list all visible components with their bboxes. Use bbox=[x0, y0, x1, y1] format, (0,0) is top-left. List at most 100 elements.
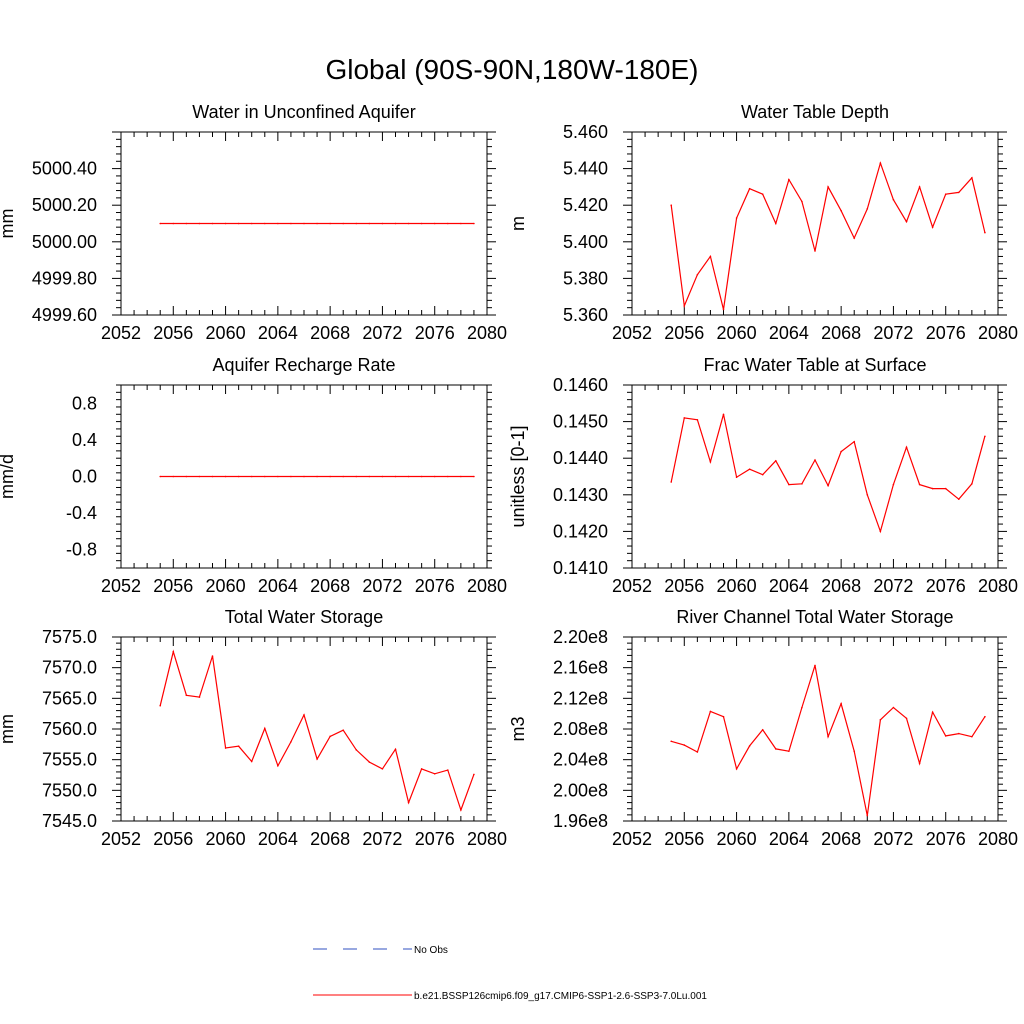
data-point bbox=[761, 728, 764, 731]
x-tick-label: 2060 bbox=[206, 323, 246, 343]
x-tick-label: 2060 bbox=[717, 576, 757, 596]
data-point bbox=[801, 706, 803, 709]
data-point bbox=[473, 475, 475, 478]
y-axis-label: mm bbox=[0, 714, 17, 744]
data-point bbox=[159, 704, 162, 707]
data-point bbox=[774, 459, 777, 462]
data-point bbox=[709, 255, 712, 258]
data-point bbox=[355, 222, 358, 225]
x-tick-label: 2060 bbox=[206, 829, 246, 849]
y-tick-label: 0.1420 bbox=[553, 521, 608, 541]
data-point bbox=[827, 484, 829, 487]
data-point bbox=[892, 198, 895, 201]
data-point bbox=[303, 475, 305, 478]
data-point bbox=[722, 715, 725, 718]
data-point bbox=[957, 498, 960, 500]
data-point bbox=[303, 714, 305, 716]
x-tick-label: 2064 bbox=[769, 829, 809, 849]
y-tick-label: 0.4 bbox=[72, 430, 97, 450]
data-point bbox=[446, 475, 449, 478]
y-tick-label: 7565.0 bbox=[42, 688, 97, 708]
x-tick-label: 2052 bbox=[612, 576, 652, 596]
data-point bbox=[211, 222, 214, 225]
y-tick-label: 7555.0 bbox=[42, 750, 97, 770]
data-point bbox=[172, 650, 175, 653]
data-point bbox=[944, 735, 947, 737]
data-point bbox=[433, 475, 436, 478]
data-point bbox=[984, 715, 986, 718]
data-point bbox=[159, 475, 162, 478]
data-point bbox=[224, 475, 227, 478]
data-point bbox=[224, 747, 227, 749]
data-point bbox=[381, 768, 384, 770]
data-point bbox=[159, 222, 162, 225]
data-point bbox=[918, 762, 921, 765]
y-tick-label: 7545.0 bbox=[42, 811, 97, 831]
data-point bbox=[761, 473, 764, 476]
data-point bbox=[971, 483, 973, 485]
y-axis-label: mm bbox=[0, 209, 17, 239]
data-point bbox=[433, 222, 436, 225]
x-tick-label: 2068 bbox=[310, 323, 350, 343]
y-tick-label: 5.380 bbox=[563, 268, 608, 288]
data-point bbox=[892, 706, 895, 709]
panel-title: Aquifer Recharge Rate bbox=[212, 355, 395, 375]
data-point bbox=[420, 222, 423, 225]
chart-panel-6: River Channel Total Water Storage m3 2052 2… bbox=[508, 607, 1018, 849]
data-point bbox=[788, 483, 790, 486]
data-point bbox=[277, 765, 279, 767]
y-tick-label: 2.04e8 bbox=[553, 750, 608, 770]
data-point bbox=[446, 769, 449, 771]
y-tick-label: 7570.0 bbox=[42, 658, 97, 678]
data-point bbox=[905, 717, 908, 720]
data-point bbox=[250, 222, 253, 225]
y-tick-label: 7560.0 bbox=[42, 719, 97, 739]
data-point bbox=[683, 744, 686, 746]
data-point bbox=[342, 475, 345, 478]
data-point bbox=[290, 222, 292, 225]
x-tick-label: 2080 bbox=[978, 576, 1018, 596]
data-point bbox=[277, 222, 279, 225]
x-tick-label: 2068 bbox=[821, 576, 861, 596]
y-tick-label: 0.1410 bbox=[553, 558, 608, 578]
data-point bbox=[735, 217, 738, 219]
data-point bbox=[277, 475, 279, 478]
x-tick-label: 2052 bbox=[101, 576, 141, 596]
y-tick-label: 5.360 bbox=[563, 305, 608, 325]
x-tick-label: 2076 bbox=[415, 323, 455, 343]
y-axis-label: unitless [0-1] bbox=[508, 425, 528, 527]
x-tick-label: 2080 bbox=[467, 323, 507, 343]
x-tick-label: 2076 bbox=[926, 829, 966, 849]
y-tick-label: 5000.00 bbox=[32, 232, 97, 252]
x-tick-label: 2056 bbox=[153, 576, 193, 596]
x-tick-label: 2080 bbox=[467, 829, 507, 849]
x-tick-label: 2068 bbox=[310, 829, 350, 849]
x-tick-label: 2056 bbox=[664, 576, 704, 596]
data-point bbox=[198, 222, 201, 225]
x-tick-label: 2064 bbox=[769, 576, 809, 596]
data-point bbox=[368, 475, 371, 478]
data-point bbox=[420, 475, 423, 478]
x-tick-label: 2080 bbox=[978, 323, 1018, 343]
x-tick-label: 2056 bbox=[153, 323, 193, 343]
x-tick-label: 2052 bbox=[101, 829, 141, 849]
chart-panel-2: Water Table Depth m 2052 2056 2060 2064 2068 20… bbox=[508, 102, 1018, 343]
data-point bbox=[342, 222, 345, 225]
y-tick-label: 0.1450 bbox=[553, 412, 608, 432]
x-tick-label: 2060 bbox=[206, 576, 246, 596]
chart-panel-1: Water in Unconfined Aquifer mm 2052 2056 206… bbox=[0, 102, 507, 343]
data-point bbox=[670, 740, 673, 743]
y-tick-label: 1.96e8 bbox=[553, 811, 608, 831]
data-point bbox=[237, 475, 240, 478]
x-tick-label: 2064 bbox=[258, 576, 298, 596]
x-tick-label: 2056 bbox=[153, 829, 193, 849]
data-point bbox=[931, 226, 934, 228]
data-point bbox=[801, 200, 803, 203]
x-tick-label: 2052 bbox=[101, 323, 141, 343]
data-point bbox=[394, 475, 397, 478]
legend-obs-label: No Obs bbox=[414, 945, 448, 956]
x-tick-label: 2072 bbox=[362, 829, 402, 849]
panel-title: Frac Water Table at Surface bbox=[703, 355, 926, 375]
data-point bbox=[722, 308, 725, 311]
y-tick-label: -0.8 bbox=[66, 540, 97, 560]
